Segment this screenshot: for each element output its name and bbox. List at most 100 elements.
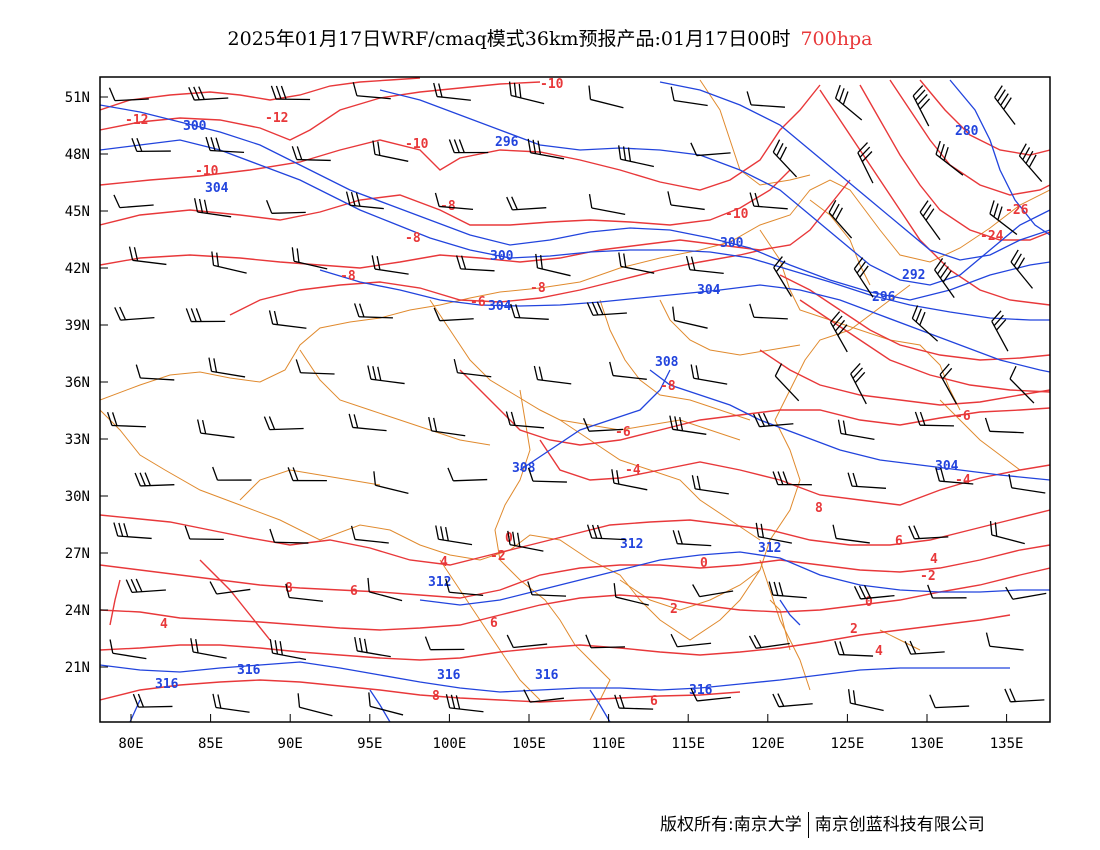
- wind-barb: [527, 467, 567, 483]
- wind-barb: [353, 303, 393, 319]
- wind-barb: [1004, 688, 1045, 703]
- wind-barb: [348, 413, 387, 432]
- wind-barb: [269, 639, 307, 661]
- wind-barb: [752, 412, 794, 428]
- wind-barb: [939, 363, 958, 405]
- temp-label: -2: [490, 549, 506, 564]
- wind-barb: [114, 306, 155, 321]
- lat-tick-label: 24N: [65, 603, 90, 619]
- wind-barb: [433, 82, 471, 101]
- wind-barb: [354, 637, 391, 658]
- temp-label: -10: [540, 77, 564, 92]
- wind-barb: [927, 584, 967, 599]
- wind-barb: [690, 688, 732, 702]
- wind-barb: [447, 467, 488, 482]
- map-frame: [99, 76, 1051, 723]
- wind-barb: [535, 253, 571, 277]
- wind-barb: [690, 142, 731, 157]
- wind-barb: [774, 363, 800, 402]
- wind-barb: [853, 257, 874, 298]
- temp-label: -12: [125, 113, 148, 128]
- wind-barb: [352, 82, 391, 100]
- wind-barb: [989, 521, 1025, 545]
- hgt-label: 304: [697, 283, 721, 298]
- lat-tick-label: 48N: [65, 147, 90, 163]
- hgt-label: 316: [437, 668, 461, 683]
- wind-barb: [527, 581, 567, 597]
- hgt-label: 316: [535, 668, 559, 683]
- wind-barb: [108, 87, 149, 102]
- wind-barb: [985, 632, 1024, 651]
- title-text: 2025年01月17日WRF/cmaq模式36km预报产品:01月17日00时: [227, 28, 791, 50]
- hgt-label: 304: [488, 299, 512, 314]
- wind-barb: [832, 524, 870, 544]
- wind-barbs: [106, 81, 1047, 717]
- wind-barb: [506, 196, 547, 211]
- temp-label: -6: [955, 409, 971, 424]
- hgt-label: 292: [902, 268, 925, 283]
- lon-tick-label: 80E: [118, 736, 143, 752]
- lat-tick-label: 33N: [65, 432, 90, 448]
- wind-barb: [287, 467, 327, 482]
- wind-barb: [291, 247, 328, 270]
- wind-barb: [125, 578, 166, 594]
- wind-barb: [772, 693, 813, 708]
- wind-barb: [1005, 586, 1047, 600]
- lon-tick-label: 120E: [751, 736, 785, 752]
- wind-barb: [919, 200, 941, 241]
- wind-barb: [428, 417, 466, 437]
- hgt-label: 300: [183, 119, 207, 134]
- wind-barb: [433, 307, 474, 322]
- wind-barb: [850, 363, 867, 405]
- hgt-label: 308: [655, 355, 679, 370]
- wind-barb: [911, 305, 939, 342]
- temp-label: 4: [875, 644, 883, 659]
- wind-barb: [749, 303, 788, 320]
- temp-label: -8: [660, 379, 676, 394]
- wind-barb: [533, 365, 572, 385]
- longitude-axis: 80E 85E 90E 95E 100E 105E 110E 115E 120E 125E 130E…: [118, 714, 1023, 752]
- hgt-label: 296: [872, 290, 896, 305]
- wind-barb: [372, 140, 409, 162]
- wind-barb: [205, 136, 245, 154]
- wind-barb: [908, 525, 949, 540]
- temp-label: 4: [930, 552, 938, 567]
- wind-barb: [837, 419, 875, 441]
- temp-label: 8: [285, 581, 293, 596]
- wind-barb: [748, 634, 790, 649]
- hgt-label: 304: [205, 181, 229, 196]
- wind-barb: [109, 639, 147, 660]
- wind-barb: [367, 365, 405, 385]
- wind-barb: [618, 145, 654, 168]
- wind-barb: [505, 411, 545, 429]
- lon-tick-label: 135E: [990, 736, 1024, 752]
- wind-barb: [208, 357, 246, 378]
- wind-barb: [768, 581, 807, 599]
- temp-label: -4: [625, 463, 641, 478]
- wind-barb: [984, 417, 1024, 434]
- temp-label: 0: [865, 595, 873, 610]
- wind-barb: [613, 583, 649, 606]
- hgt-label: 316: [237, 663, 261, 678]
- hgt-label: 304: [935, 459, 959, 474]
- temp-label: 8: [815, 501, 823, 516]
- wind-barb: [135, 364, 175, 381]
- wind-barb: [435, 525, 473, 546]
- wind-barb: [670, 633, 712, 648]
- wind-barb: [912, 85, 931, 127]
- wind-barb: [692, 584, 734, 598]
- temperature-contours: [100, 77, 1050, 703]
- copyright-right: 南京创蓝科技有限公司: [814, 815, 985, 835]
- wind-barb: [934, 258, 955, 299]
- temp-label: 2: [850, 622, 858, 637]
- wind-barb: [772, 139, 798, 178]
- wind-barb: [297, 693, 333, 717]
- wind-barb: [614, 694, 654, 710]
- wind-barb: [669, 415, 707, 435]
- wind-barb: [265, 200, 306, 214]
- wind-barb: [828, 199, 853, 239]
- wind-barb: [1010, 249, 1034, 289]
- temp-label: 2: [670, 602, 678, 617]
- lat-tick-label: 45N: [65, 204, 90, 220]
